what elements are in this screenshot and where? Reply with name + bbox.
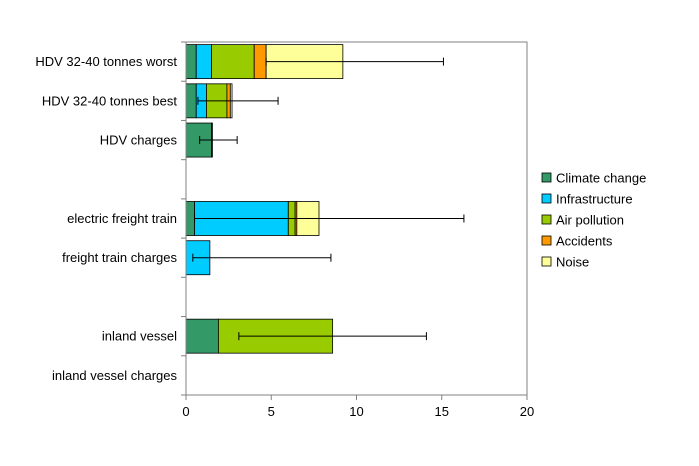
bar-segment-climate-change (185, 318, 219, 354)
legend-label: Noise (556, 255, 589, 270)
category-label: inland vessel (102, 329, 177, 344)
legend-swatch (541, 214, 552, 225)
legend-swatch (541, 256, 552, 267)
category-label: electric freight train (67, 211, 177, 226)
x-tick-label: 20 (520, 404, 534, 419)
x-tick-label: 10 (349, 404, 363, 419)
legend-swatch (541, 193, 552, 204)
bar-segment-air-pollution (211, 44, 255, 80)
bar-segment-accidents (253, 44, 267, 80)
category-label: HDV charges (100, 133, 178, 148)
x-tick-label: 0 (182, 404, 189, 419)
category-label: freight train charges (62, 250, 177, 265)
category-label: HDV 32-40 tonnes worst (35, 54, 177, 69)
legend-label: Climate change (556, 171, 646, 186)
bar-segment-climate-change (185, 44, 197, 80)
legend-swatch (541, 235, 552, 246)
legend-label: Air pollution (556, 213, 624, 228)
x-tick-label: 5 (268, 404, 275, 419)
category-label: HDV 32-40 tonnes best (42, 93, 178, 108)
legend-label: Infrastructure (556, 192, 633, 207)
bar-segment-infrastructure (195, 44, 212, 80)
x-tick-label: 15 (435, 404, 449, 419)
legend-swatch (541, 172, 552, 183)
bar-segment-climate-change (185, 83, 197, 119)
legend-label: Accidents (556, 234, 613, 249)
category-label: inland vessel charges (52, 368, 178, 383)
bar-segment-climate-change (185, 201, 195, 236)
